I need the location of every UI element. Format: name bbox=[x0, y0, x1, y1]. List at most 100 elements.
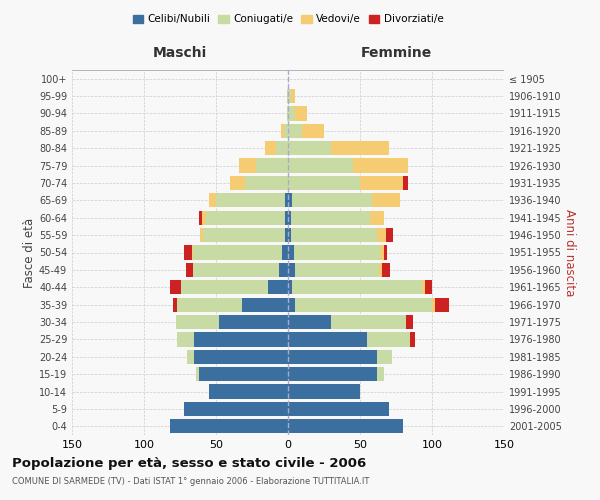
Bar bbox=[284, 124, 288, 138]
Bar bbox=[406, 315, 413, 329]
Bar bbox=[277, 141, 288, 156]
Text: COMUNE DI SARMEDE (TV) - Dati ISTAT 1° gennaio 2006 - Elaborazione TUTTITALIA.IT: COMUNE DI SARMEDE (TV) - Dati ISTAT 1° g… bbox=[12, 478, 370, 486]
Bar bbox=[191, 246, 193, 260]
Bar bbox=[280, 263, 288, 277]
Bar bbox=[379, 263, 382, 277]
Bar bbox=[377, 228, 386, 242]
Bar bbox=[288, 332, 367, 346]
Bar bbox=[292, 193, 371, 208]
Bar bbox=[288, 419, 403, 434]
Bar bbox=[288, 89, 291, 103]
Bar bbox=[360, 176, 403, 190]
Bar bbox=[292, 280, 422, 294]
Bar bbox=[302, 124, 324, 138]
Legend: Celibi/Nubili, Coniugati/e, Vedovi/e, Divorziati/e: Celibi/Nubili, Coniugati/e, Vedovi/e, Di… bbox=[128, 10, 448, 29]
Bar bbox=[291, 210, 370, 225]
Bar bbox=[199, 210, 202, 225]
Bar bbox=[288, 315, 331, 329]
Bar bbox=[288, 106, 295, 120]
Bar bbox=[288, 367, 377, 382]
Bar bbox=[380, 246, 385, 260]
Bar bbox=[353, 158, 407, 172]
Bar bbox=[288, 176, 360, 190]
Text: Maschi: Maschi bbox=[153, 46, 207, 60]
Bar bbox=[216, 193, 285, 208]
Bar bbox=[265, 141, 277, 156]
Bar bbox=[425, 280, 432, 294]
Y-axis label: Anni di nascita: Anni di nascita bbox=[563, 209, 575, 296]
Bar bbox=[403, 176, 407, 190]
Bar bbox=[200, 228, 203, 242]
Bar bbox=[370, 210, 385, 225]
Bar bbox=[287, 106, 288, 120]
Bar bbox=[432, 298, 435, 312]
Bar bbox=[245, 176, 288, 190]
Bar bbox=[268, 280, 288, 294]
Bar bbox=[285, 193, 288, 208]
Bar bbox=[230, 176, 245, 190]
Bar bbox=[410, 332, 415, 346]
Bar bbox=[377, 367, 385, 382]
Bar bbox=[295, 106, 307, 120]
Bar bbox=[170, 280, 181, 294]
Bar bbox=[184, 246, 191, 260]
Bar bbox=[331, 141, 389, 156]
Bar bbox=[285, 228, 288, 242]
Bar bbox=[288, 193, 292, 208]
Bar bbox=[256, 158, 288, 172]
Bar bbox=[187, 350, 194, 364]
Bar bbox=[288, 124, 302, 138]
Bar bbox=[281, 124, 284, 138]
Text: Popolazione per età, sesso e stato civile - 2006: Popolazione per età, sesso e stato civil… bbox=[12, 458, 366, 470]
Bar bbox=[194, 350, 288, 364]
Bar bbox=[287, 89, 288, 103]
Bar bbox=[288, 246, 294, 260]
Bar bbox=[294, 246, 380, 260]
Bar bbox=[184, 402, 288, 416]
Bar bbox=[202, 210, 206, 225]
Bar bbox=[288, 350, 377, 364]
Bar bbox=[170, 419, 288, 434]
Bar bbox=[288, 228, 291, 242]
Bar bbox=[288, 141, 331, 156]
Bar bbox=[194, 332, 288, 346]
Bar bbox=[371, 193, 400, 208]
Bar bbox=[331, 315, 406, 329]
Bar bbox=[288, 402, 389, 416]
Bar bbox=[219, 315, 288, 329]
Bar bbox=[382, 263, 390, 277]
Bar bbox=[206, 210, 285, 225]
Bar bbox=[177, 298, 242, 312]
Bar bbox=[173, 298, 177, 312]
Bar bbox=[203, 228, 285, 242]
Bar bbox=[422, 280, 425, 294]
Bar bbox=[181, 280, 268, 294]
Y-axis label: Fasce di età: Fasce di età bbox=[23, 218, 36, 288]
Bar bbox=[242, 298, 288, 312]
Bar bbox=[291, 89, 295, 103]
Bar bbox=[386, 228, 393, 242]
Bar bbox=[288, 210, 291, 225]
Bar bbox=[239, 158, 256, 172]
Text: Femmine: Femmine bbox=[361, 46, 431, 60]
Bar bbox=[285, 210, 288, 225]
Bar bbox=[288, 384, 360, 398]
Bar bbox=[193, 246, 282, 260]
Bar bbox=[196, 367, 199, 382]
Bar bbox=[377, 350, 392, 364]
Bar bbox=[177, 332, 194, 346]
Bar bbox=[288, 298, 295, 312]
Bar bbox=[291, 228, 377, 242]
Bar bbox=[282, 246, 288, 260]
Bar bbox=[209, 193, 216, 208]
Bar bbox=[385, 246, 388, 260]
Bar bbox=[193, 263, 280, 277]
Bar bbox=[288, 263, 295, 277]
Bar bbox=[186, 263, 193, 277]
Bar bbox=[367, 332, 410, 346]
Bar bbox=[295, 298, 432, 312]
Bar bbox=[295, 263, 379, 277]
Bar bbox=[176, 315, 219, 329]
Bar bbox=[209, 384, 288, 398]
Bar bbox=[288, 280, 292, 294]
